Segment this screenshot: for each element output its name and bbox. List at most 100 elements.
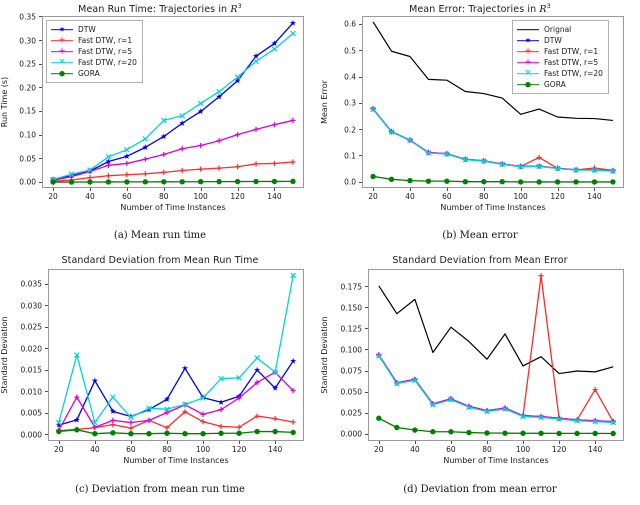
legend-item: ✕ Fast DTW, r=20 [51,57,137,68]
chart-a-ytick-mark [39,87,42,89]
chart-c-ytick-mark [45,305,48,307]
caption-d: (d) Deviation from mean error [403,484,557,495]
chart-a-ytick-label: 0.25 [19,59,36,69]
chart-a-canvas: 0.00 0.05 0.10 0.15 0.20 0.25 0.30 0.35 20 40 60 80… [0,0,320,252]
chart-b-xaxis-label: Number of Time Instances [440,203,546,212]
legend-swatch-icon: + [51,47,73,57]
chart-d-ytick-label: 0.150 [340,303,362,313]
chart-a-title-text: Mean Run Time: Trajectories in [78,4,231,16]
chart-a-xtick-mark [237,188,239,191]
chart-a-ytick-mark [39,158,42,160]
chart-a-xtick-mark [200,188,202,191]
chart-c-ytick-mark [45,369,48,371]
caption-a: (a) Mean run time [113,230,207,241]
chart-d-xtick-mark [595,441,597,444]
legend-item: ● GORA [51,68,137,79]
legend-item-label: GORA [544,80,566,89]
legend-item: + Fast DTW, r=1 [517,46,603,57]
chart-b-xtick-label: 100 [513,192,528,201]
legend-item-label: Orignal [544,25,572,34]
chart-d-ytick-mark [365,307,368,309]
chart-a-ytick-mark [39,40,42,42]
chart-d-ytick-mark [365,433,368,435]
chart-a-xtick-label: 120 [230,192,245,201]
chart-c-xtick-mark [58,441,60,444]
legend-item: ✕ Fast DTW, r=20 [517,68,603,79]
legend-item-label: Fast DTW, r=5 [544,58,599,67]
chart-a-ytick-label: 0.15 [19,106,36,116]
chart-c-canvas: 0.000 0.005 0.010 0.015 0.020 0.025 0.030 0.035… [0,253,320,505]
chart-c-ytick-mark [45,434,48,436]
chart-panel-a: Mean Run Time: Trajectories in R3 0.00 0.… [0,0,320,252]
chart-b-title: Mean Error: Trajectories in R3 [320,2,640,15]
chart-c-xtick-mark [203,441,205,444]
legend-swatch-icon: + [517,47,539,57]
chart-c-ytick-mark [45,412,48,414]
chart-a-ytick-mark [39,110,42,112]
chart-c-xtick-mark [239,441,241,444]
legend-swatch-icon: ★ [517,36,539,46]
chart-a-xtick-label: 140 [267,192,282,201]
chart-c-ytick-mark [45,326,48,328]
chart-d-ytick-label: 0.025 [340,408,362,418]
legend-swatch-icon: ✕ [51,58,73,68]
caption-b: (b) Mean error [442,230,518,241]
chart-d-xtick-mark [378,441,380,444]
chart-d-xtick-label: 40 [410,445,420,454]
chart-b-title-superscript: 3 [546,2,551,10]
chart-a-xaxis-label: Number of Time Instances [120,203,226,212]
legend-swatch-icon: + [517,58,539,68]
chart-b-xtick-mark [594,188,596,191]
chart-d-xtick-label: 60 [446,445,456,454]
legend-item: ● GORA [517,79,603,90]
chart-b-ytick-label: 0.5 [344,46,356,56]
chart-c-xtick-mark [130,441,132,444]
chart-b-canvas: 0.0 0.1 0.2 0.3 0.4 0.5 0.6 20 40 60 80 100 120 140 Nu… [320,0,640,252]
legend-item: Orignal [517,24,603,35]
chart-d-canvas: 0.000 0.025 0.050 0.075 0.100 0.125 0.150 0.175… [320,253,640,505]
chart-d-title: Standard Deviation from Mean Error [392,255,568,266]
chart-b-xtick-mark [520,188,522,191]
legend-item: + Fast DTW, r=5 [517,57,603,68]
chart-a-ytick-label: 0.30 [19,36,36,46]
legend-item-label: GORA [78,69,100,78]
chart-c-ytick-label: 0.010 [20,387,42,397]
legend-swatch-icon: ★ [51,25,73,35]
chart-d-yaxis-label: Standard Deviation [320,316,329,394]
chart-d-ytick-mark [365,370,368,372]
chart-a-xtick-label: 100 [193,192,208,201]
chart-d-ytick-label: 0.075 [340,366,362,376]
chart-b-title-text: Mean Error: Trajectories in [409,4,540,16]
chart-a-ytick-label: 0.10 [19,130,36,140]
chart-b-ytick-label: 0.4 [344,72,356,82]
legend-item-label: Fast DTW, r=20 [78,58,137,67]
chart-d-xtick-mark [523,441,525,444]
chart-a-xtick-label: 80 [158,192,169,201]
chart-b-ytick-mark [359,50,362,52]
chart-c-xtick-label: 80 [162,445,172,454]
chart-a-ytick-mark [39,134,42,136]
chart-a-xtick-label: 40 [85,192,95,201]
chart-d-xtick-mark [414,441,416,444]
chart-a-ytick-mark [39,181,42,183]
chart-c-ytick-label: 0.020 [20,344,42,354]
chart-c-xtick-mark [94,441,96,444]
chart-c-ytick-label: 0.015 [20,365,42,375]
legend-item-label: Fast DTW, r=1 [78,36,133,45]
chart-a-xtick-mark [163,188,165,191]
chart-d-ytick-label: 0.125 [340,324,362,334]
chart-c-ytick-label: 0.005 [20,408,42,418]
chart-c-xtick-mark [166,441,168,444]
chart-c-xtick-label: 60 [126,445,136,454]
legend-item: ★ DTW [51,24,137,35]
chart-b-ytick-label: 0.2 [344,125,356,135]
chart-c-axes [48,269,304,441]
legend-swatch-icon [517,25,539,35]
chart-a-ytick-label: 0.05 [19,154,36,164]
chart-b-ytick-mark [359,129,362,131]
chart-a-ytick-label: 0.20 [19,83,36,93]
chart-b-ytick-mark [359,102,362,104]
chart-panel-b: Mean Error: Trajectories in R3 0.0 0.1 0.2… [320,0,640,252]
chart-d-ytick-label: 0.175 [340,282,362,292]
